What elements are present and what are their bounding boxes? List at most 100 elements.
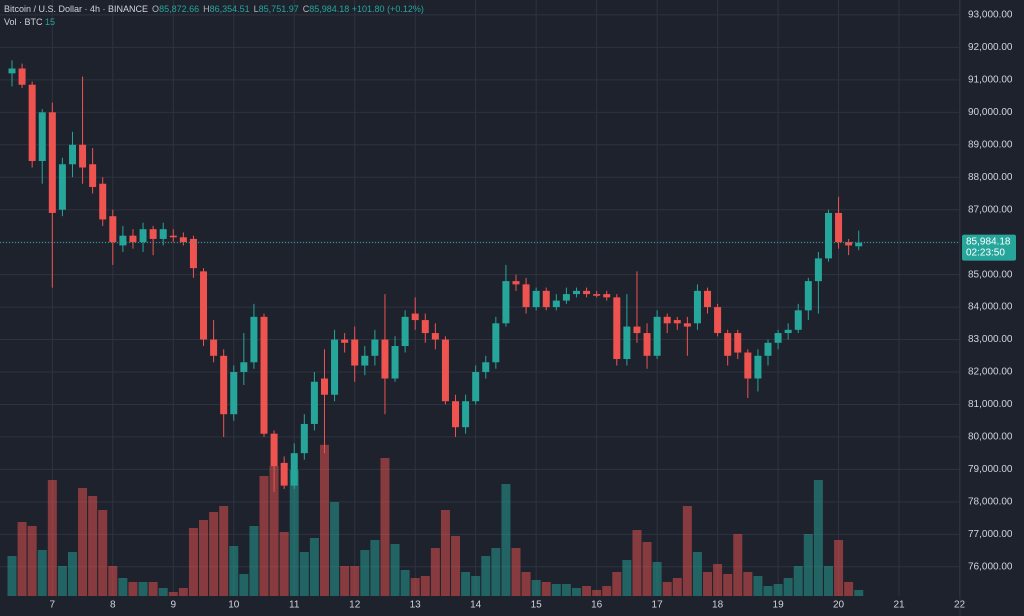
volume-bar bbox=[461, 572, 471, 596]
x-tick-label: 10 bbox=[228, 600, 240, 611]
volume-bar bbox=[834, 540, 844, 596]
candle-body bbox=[149, 229, 157, 239]
candle-body bbox=[28, 84, 36, 162]
candle-body bbox=[230, 372, 238, 415]
candle-body bbox=[250, 316, 258, 363]
candle-body bbox=[331, 339, 339, 395]
candle-body bbox=[492, 323, 500, 363]
volume-bar bbox=[692, 552, 702, 596]
volume-bar bbox=[753, 576, 763, 596]
candle-body bbox=[643, 333, 651, 356]
candle-body bbox=[472, 372, 480, 402]
ohlc-value: 85,751.97 bbox=[258, 4, 299, 14]
volume-bar bbox=[118, 578, 128, 596]
candle-body bbox=[18, 68, 26, 85]
candle-body bbox=[99, 183, 107, 220]
volume-bar bbox=[672, 578, 682, 596]
candle-body bbox=[431, 333, 439, 340]
y-tick-label: 77,000.00 bbox=[968, 529, 1013, 540]
candle-body bbox=[139, 229, 147, 243]
volume-bar bbox=[652, 562, 662, 596]
volume-bar bbox=[854, 590, 864, 596]
volume-bar bbox=[7, 556, 17, 596]
volume-bar bbox=[88, 496, 98, 596]
volume-bar bbox=[844, 582, 854, 596]
y-tick-label: 93,000.00 bbox=[968, 10, 1013, 21]
volume-bar bbox=[561, 584, 571, 596]
candle-body bbox=[320, 378, 328, 395]
volume-bar bbox=[541, 582, 551, 596]
volume-bar bbox=[209, 512, 219, 596]
volume-bar bbox=[592, 590, 602, 596]
volume-bar bbox=[380, 458, 390, 596]
y-tick-label: 87,000.00 bbox=[968, 204, 1013, 215]
candle-body bbox=[371, 339, 379, 356]
countdown-label: 02:23:50 bbox=[966, 247, 1005, 258]
volume-bar bbox=[481, 556, 491, 596]
candle-body bbox=[200, 271, 208, 340]
ohlc-value: 85,872.66 bbox=[159, 4, 200, 14]
candle-body bbox=[562, 294, 570, 301]
ohlc: O85,872.66 H86,354.51 L85,751.97 C85,984.18 bbox=[148, 4, 349, 14]
y-tick-label: 89,000.00 bbox=[968, 139, 1013, 150]
x-tick-label: 16 bbox=[591, 600, 603, 611]
candle-body bbox=[724, 333, 732, 356]
volume-bar bbox=[108, 566, 118, 596]
volume-bar bbox=[763, 586, 773, 596]
candle-body bbox=[129, 235, 137, 243]
y-tick-label: 90,000.00 bbox=[968, 107, 1013, 118]
x-tick-label: 13 bbox=[410, 600, 422, 611]
volume-bar bbox=[78, 488, 88, 596]
candle-body bbox=[169, 235, 177, 238]
volume-bar bbox=[67, 552, 77, 596]
volume-bar bbox=[662, 582, 672, 596]
y-tick-label: 84,000.00 bbox=[968, 302, 1013, 313]
volume-bar bbox=[813, 480, 823, 596]
volume-bar bbox=[471, 576, 481, 596]
candle-body bbox=[784, 329, 792, 334]
candle-body bbox=[693, 290, 701, 324]
volume-value: 15 bbox=[45, 17, 56, 27]
volume-bar bbox=[511, 548, 521, 596]
volume-bar bbox=[723, 574, 733, 596]
candle-body bbox=[452, 401, 460, 428]
x-tick-label: 12 bbox=[349, 600, 361, 611]
volume-bar bbox=[491, 548, 501, 596]
candle-body bbox=[260, 316, 268, 434]
candle-body bbox=[855, 242, 863, 247]
candle-body bbox=[381, 339, 389, 379]
volume-bar bbox=[138, 582, 148, 596]
symbol-row: Bitcoin / U.S. Dollar · 4h · BINANCE O85,… bbox=[4, 3, 424, 16]
candle-body bbox=[341, 339, 349, 343]
candle-body bbox=[89, 164, 97, 187]
y-tick-label: 80,000.00 bbox=[968, 432, 1013, 443]
volume-bar bbox=[773, 584, 783, 596]
volume-bar bbox=[793, 566, 803, 596]
candle-body bbox=[653, 316, 661, 356]
symbol: Bitcoin / U.S. Dollar · 4h · BINANCE bbox=[4, 4, 149, 14]
volume-bar bbox=[259, 476, 269, 596]
ohlc-value: 86,354.51 bbox=[209, 4, 250, 14]
volume-bar bbox=[199, 520, 209, 596]
candle-body bbox=[159, 229, 167, 239]
volume-bar bbox=[551, 584, 561, 596]
candle-body bbox=[179, 237, 187, 243]
candle-body bbox=[300, 423, 308, 454]
legend: Bitcoin / U.S. Dollar · 4h · BINANCE O85,… bbox=[4, 3, 424, 29]
candle-body bbox=[603, 294, 611, 298]
candle-body bbox=[411, 313, 419, 321]
x-tick-label: 7 bbox=[50, 600, 56, 611]
volume-bar bbox=[713, 564, 723, 596]
ohlc-value: 85,984.18 bbox=[309, 4, 350, 14]
volume-bar bbox=[420, 576, 430, 596]
candle-body bbox=[704, 290, 712, 308]
volume-bar bbox=[188, 528, 198, 596]
volume-bar bbox=[289, 470, 299, 596]
candle-body bbox=[68, 144, 76, 165]
volume-bar bbox=[249, 526, 259, 596]
x-tick-label: 17 bbox=[652, 600, 664, 611]
volume-bar bbox=[632, 530, 642, 596]
y-tick-label: 79,000.00 bbox=[968, 464, 1013, 475]
volume-bar bbox=[17, 522, 27, 596]
volume-bar bbox=[309, 538, 319, 596]
